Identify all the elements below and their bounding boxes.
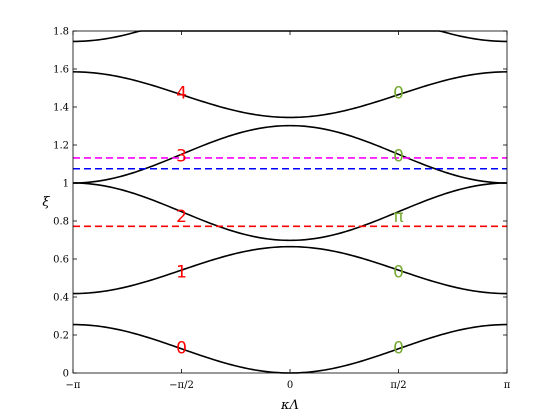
band-labels: 4 3 2 1 0 0 0 π 0 0 — [176, 84, 404, 359]
y-tick-label-4: 0.8 — [53, 217, 69, 228]
x-tick-label-0: −π — [66, 380, 81, 391]
x-tick-label-2: 0 — [287, 380, 293, 391]
left-band-label-3: 1 — [176, 262, 187, 282]
right-band-label-1: 0 — [393, 146, 404, 166]
y-tick-label-8: 1.6 — [53, 65, 69, 76]
band-curves — [72, 30, 508, 374]
left-band-label-2: 2 — [176, 207, 187, 227]
plot-frame — [72, 30, 508, 374]
band-curve-3 — [72, 124, 508, 184]
y-tick-label-9: 1.8 — [53, 27, 69, 38]
band-curve-2 — [72, 182, 508, 242]
y-tick-label-0: 0 — [63, 369, 69, 380]
left-band-label-1: 3 — [176, 146, 187, 166]
y-tick-label-1: 0.2 — [53, 331, 69, 342]
y-tick-label-5: 1 — [63, 179, 69, 190]
x-tick-label-1: −π/2 — [169, 380, 194, 391]
y-axis-label: ξ — [42, 195, 50, 210]
band-curve-0 — [72, 323, 508, 374]
y-tick-label-7: 1.4 — [53, 103, 69, 114]
right-band-label-3: 0 — [393, 262, 404, 282]
y-tick-label-3: 0.6 — [53, 255, 69, 266]
band-curve-4 — [72, 71, 508, 119]
right-band-label-4: 0 — [393, 338, 404, 358]
x-tick-label-4: π — [504, 380, 511, 391]
right-band-label-0: 0 — [393, 84, 404, 104]
y-tick-label-2: 0.4 — [53, 293, 69, 304]
left-band-label-0: 4 — [176, 84, 187, 104]
band-curve-1 — [72, 245, 508, 295]
left-band-label-4: 0 — [176, 338, 187, 358]
axis-ticks: −π −π/2 0 π/2 π 0 0.2 0.4 0.6 0.8 1 1.2 1.4 1.6 1.8 — [53, 27, 511, 392]
right-band-label-2: π — [393, 207, 403, 227]
dashed-reference-lines — [73, 157, 507, 228]
y-tick-label-6: 1.2 — [53, 141, 69, 152]
x-axis-label: κΛ — [280, 398, 299, 413]
x-tick-label-3: π/2 — [390, 380, 406, 391]
